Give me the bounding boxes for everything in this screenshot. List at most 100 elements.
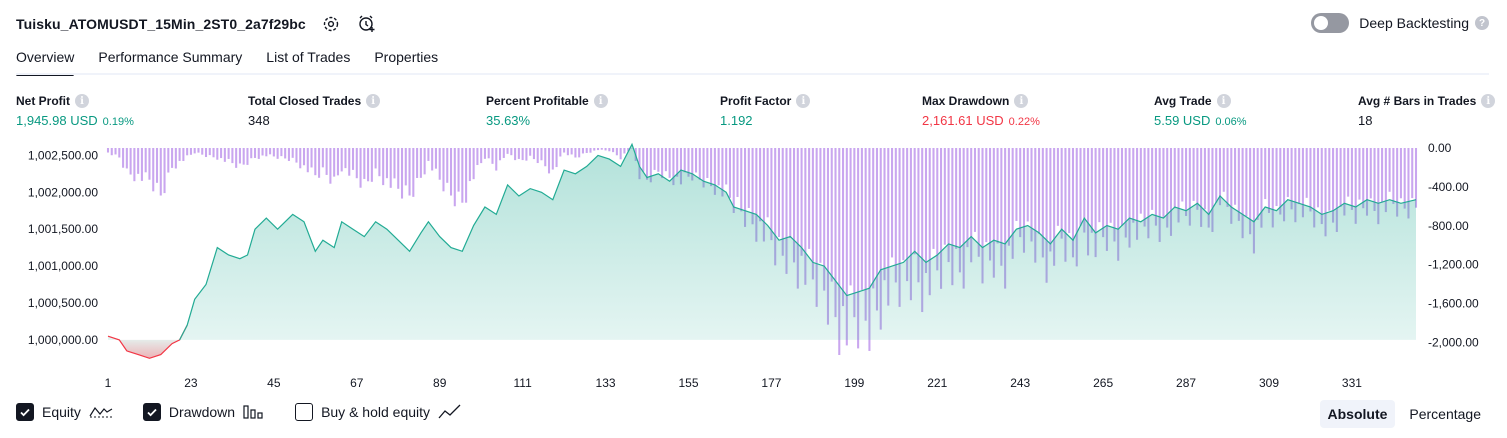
drawdown-bar (936, 148, 939, 271)
drawdown-bar (1117, 148, 1120, 261)
drawdown-bar (728, 148, 731, 198)
drawdown-bar (1166, 148, 1169, 228)
tab-list-of-trades[interactable]: List of Trades (266, 49, 351, 65)
drawdown-bar (668, 148, 671, 178)
drawdown-bar (710, 148, 713, 187)
info-icon[interactable]: i (75, 94, 89, 108)
drawdown-bar (725, 148, 728, 185)
drawdown-bar (442, 148, 445, 192)
metric-value: 35.63% (486, 113, 531, 128)
right-axis-tick-label: -1,200.00 (1428, 258, 1479, 272)
metric-avg-trade: Avg Trade i 5.59 USD 0.06% (1154, 93, 1247, 128)
drawdown-bar (1132, 148, 1135, 223)
drawdown-bar (325, 148, 328, 175)
drawdown-bar (845, 148, 848, 346)
drawdown-bar (438, 148, 441, 180)
drawdown-bar (378, 148, 381, 177)
x-axis-tick-label: 133 (596, 376, 616, 390)
help-icon[interactable]: ? (1475, 16, 1489, 30)
info-icon[interactable]: i (366, 94, 381, 108)
info-icon[interactable]: i (1014, 94, 1029, 108)
legend-drawdown[interactable]: Drawdown (142, 403, 265, 421)
drawdown-bar (977, 148, 980, 257)
drawdown-bar (1207, 148, 1210, 228)
drawdown-bar (329, 148, 332, 184)
drawdown-bar (114, 148, 117, 155)
drawdown-bar (698, 148, 701, 180)
drawdown-bar (1128, 148, 1131, 248)
drawdown-bar (1369, 148, 1372, 199)
percentage-button[interactable]: Percentage (1409, 406, 1481, 422)
absolute-button[interactable]: Absolute (1319, 400, 1396, 428)
drawdown-bar (1143, 148, 1146, 227)
tab-overview[interactable]: Overview (16, 46, 75, 76)
drawdown-bar (1324, 148, 1327, 237)
drawdown-bar (664, 148, 667, 172)
info-icon[interactable]: i (1481, 94, 1496, 108)
metric-value: 1,945.98 USD (16, 113, 98, 128)
settings-icon[interactable] (320, 13, 342, 35)
legend-buy-hold[interactable]: Buy & hold equity (295, 403, 462, 421)
drawdown-bar (917, 148, 920, 283)
drawdown-bar (1264, 148, 1267, 200)
info-icon[interactable]: i (796, 94, 811, 108)
metric-value: 5.59 USD (1154, 113, 1211, 128)
drawdown-bar (1365, 148, 1369, 216)
drawdown-checkbox[interactable] (142, 403, 161, 421)
legend-equity[interactable]: Equity (16, 403, 113, 421)
drawdown-bar (1120, 148, 1124, 226)
drawdown-bar (404, 148, 407, 186)
drawdown-bar (302, 148, 306, 166)
drawdown-bars-icon (243, 404, 265, 420)
drawdown-bar (483, 148, 486, 159)
drawdown-bar (1053, 148, 1056, 266)
drawdown-bar (1313, 148, 1316, 228)
drawdown-bar (1373, 148, 1376, 212)
add-alert-icon[interactable] (356, 13, 378, 35)
drawdown-bar (363, 148, 366, 179)
drawdown-bar (269, 148, 272, 155)
drawdown-bar (989, 148, 992, 261)
tab-properties[interactable]: Properties (374, 49, 439, 65)
drawdown-bar (220, 148, 223, 159)
drawdown-bar (1000, 148, 1003, 266)
right-axis-tick-label: -1,600.00 (1428, 297, 1479, 311)
info-icon[interactable]: i (1216, 94, 1231, 108)
left-axis-tick-label: 1,000,500.00 (28, 296, 98, 310)
drawdown-bar (857, 148, 860, 349)
drawdown-bar (1060, 148, 1063, 239)
drawdown-bar (336, 148, 339, 176)
equity-checkbox[interactable] (16, 403, 34, 421)
tab-performance-summary[interactable]: Performance Summary (98, 49, 243, 65)
drawdown-bar (174, 148, 177, 169)
metric-percent: 0.19% (102, 116, 134, 128)
drawdown-bar (1388, 148, 1391, 192)
buy-hold-checkbox[interactable] (295, 403, 314, 421)
drawdown-bar (1064, 148, 1067, 262)
drawdown-bar (1015, 148, 1018, 221)
metric-total-closed-trades: Total Closed Trades i 348 (248, 93, 381, 128)
info-icon[interactable]: i (593, 94, 608, 108)
equity-line-icon (89, 404, 113, 420)
drawdown-bar (216, 148, 219, 160)
drawdown-bar (1275, 148, 1278, 207)
drawdown-bar (314, 148, 317, 176)
drawdown-bar (1407, 148, 1410, 219)
drawdown-bar (1102, 148, 1105, 238)
drawdown-bar (627, 148, 630, 152)
drawdown-bar (1290, 148, 1293, 210)
drawdown-bar (924, 148, 928, 274)
drawdown-bar (800, 148, 803, 256)
drawdown-bar (687, 148, 690, 177)
drawdown-bar (110, 148, 113, 156)
x-axis-tick-label: 45 (267, 376, 281, 390)
drawdown-bar (596, 148, 600, 151)
drawdown-bar (638, 148, 641, 180)
drawdown-bar (261, 148, 264, 156)
equity-drawdown-chart[interactable]: 1,000,000.00 1,000,500.00 1,001,000.00 1,00… (0, 140, 1507, 395)
drawdown-bar (1237, 148, 1240, 221)
deep-backtesting-toggle[interactable] (1311, 13, 1350, 33)
drawdown-bar (1249, 148, 1252, 235)
metric-percent: 0.22% (1008, 116, 1040, 128)
x-axis-tick-label: 155 (678, 376, 698, 390)
